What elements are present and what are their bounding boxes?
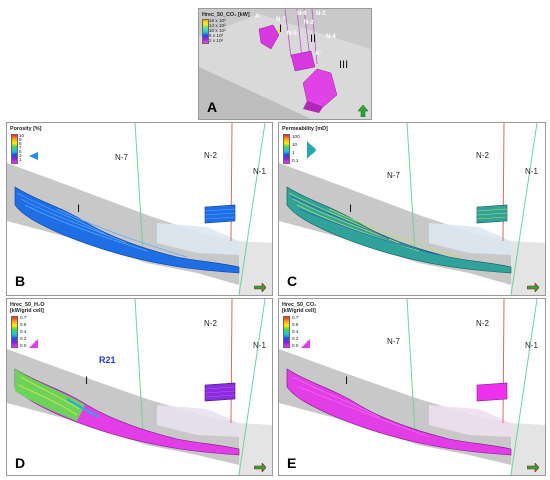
well-label-n2: N-2 xyxy=(476,151,489,160)
panel-c-legend-title: Permeability [mD] xyxy=(282,126,328,132)
compass-icon xyxy=(254,463,266,472)
legend-tick: 5 xyxy=(19,149,22,154)
panel-a-model xyxy=(199,9,371,119)
legend-tick: 0.6 xyxy=(20,322,27,327)
legend-tick: 10 x 10² xyxy=(209,28,226,33)
panel-d-legend-title-line1: Hrec_50_H₂O xyxy=(10,302,45,308)
well-label-n7: N-7 xyxy=(387,337,400,346)
legend-tick: 7 xyxy=(19,145,22,150)
well-label-n2: N-2 xyxy=(476,319,489,328)
histogram-mark xyxy=(301,339,310,348)
compass-icon xyxy=(527,283,539,292)
marker-a-prime: A' xyxy=(315,51,321,57)
legend-tick: 18 x 10² xyxy=(209,18,226,23)
panel-e-label: E xyxy=(287,455,297,471)
well-label-n5: N-5 xyxy=(287,31,297,37)
histogram-mark xyxy=(307,141,316,159)
legend-tick: 0.0 xyxy=(20,343,27,348)
marker-a: A xyxy=(255,14,260,20)
panel-e-model xyxy=(279,299,545,475)
well-label-n2: N-2 xyxy=(204,151,217,160)
well-label-n7: N-7 xyxy=(115,153,128,162)
compass-icon xyxy=(254,283,266,292)
well-label-n1: N-1 xyxy=(525,341,538,350)
region-label-iii: III xyxy=(339,59,349,71)
legend-tick: 8 xyxy=(19,141,22,146)
well-label-n4: N-4 xyxy=(326,34,336,40)
region-label-i: I xyxy=(77,203,81,215)
well-label-n2: N-2 xyxy=(304,20,314,26)
panel-b-colorbar xyxy=(11,134,18,164)
panel-a-colorbar xyxy=(202,19,209,44)
panel-e-colorbar xyxy=(283,316,290,348)
histogram-mark xyxy=(29,152,38,160)
panel-a: Hrec_50_CO₂ [kW] 18 x 10² 14 x 10² 10 x … xyxy=(198,8,372,120)
region-label-i: I xyxy=(279,23,283,35)
legend-tick: 3 xyxy=(19,153,22,158)
panel-d-model xyxy=(7,299,272,475)
panel-b-legend-title: Porosity [%] xyxy=(10,126,42,132)
panel-b: Porosity [%] 10 9 8 7 5 3 1 N-7 N-2 N-1 … xyxy=(6,122,273,296)
panel-c-colorbar xyxy=(283,134,290,164)
well-label-n6: N-6 xyxy=(297,11,307,17)
legend-tick: 0.0 xyxy=(292,343,299,348)
panel-a-label: A xyxy=(207,99,218,115)
legend-tick: 6 x 10² xyxy=(209,33,224,38)
legend-tick: 0.6 xyxy=(292,322,299,327)
region-label-i: I xyxy=(349,203,353,215)
panel-e-legend-title-line1: Hrec_50_CO₂ xyxy=(282,302,317,308)
compass-icon xyxy=(527,463,539,472)
legend-tick: 0.2 xyxy=(20,336,27,341)
compass-icon xyxy=(358,105,368,117)
legend-tick: 1 xyxy=(292,150,295,155)
legend-tick: 10 xyxy=(292,142,298,147)
well-label-n1: N-1 xyxy=(525,167,538,176)
panel-b-label: B xyxy=(15,273,26,289)
legend-tick: 0.4 xyxy=(292,329,299,334)
well-label-n7: N-7 xyxy=(276,17,286,23)
legend-tick: 0.2 xyxy=(292,336,299,341)
panel-c: Permeability [mD] 100 10 1 0.1 N-7 N-2 N… xyxy=(278,122,546,296)
panel-c-model xyxy=(279,123,545,295)
legend-tick: 0.1 xyxy=(292,158,299,163)
legend-tick: 14 x 10² xyxy=(209,23,226,28)
legend-tick: 0.7 xyxy=(20,315,27,320)
well-label-n7: N-7 xyxy=(387,171,400,180)
well-label-n1: N-1 xyxy=(253,341,266,350)
legend-tick: 100 xyxy=(292,134,300,139)
panel-c-label: C xyxy=(287,273,298,289)
panel-d-colorbar xyxy=(11,316,18,348)
region-label-ii: II xyxy=(310,33,317,45)
panel-d-label: D xyxy=(15,455,26,471)
panel-d: Hrec_50_H₂O [kW/grid cell] 0.7 0.6 0.4 0… xyxy=(6,298,273,476)
legend-tick: 1 xyxy=(19,157,22,162)
r21-annotation: R21 xyxy=(99,355,116,365)
well-label-n1: N-1 xyxy=(253,167,266,176)
region-label-i: I xyxy=(85,375,89,387)
legend-tick: 0.4 xyxy=(20,329,27,334)
well-label-n2: N-2 xyxy=(204,319,217,328)
legend-tick: 10 xyxy=(19,133,25,138)
panel-b-model xyxy=(7,123,272,295)
well-label-n1: N-1 xyxy=(316,11,326,17)
panel-e: Hrec_50_CO₂ [kW/grid cell] 0.7 0.6 0.4 0… xyxy=(278,298,546,476)
legend-tick: 2 x 10² xyxy=(209,38,224,43)
panel-d-legend-title-line2: [kW/grid cell] xyxy=(10,308,44,314)
panel-a-legend-title: Hrec_50_CO₂ [kW] xyxy=(202,12,250,18)
region-label-i: I xyxy=(345,375,349,387)
legend-tick: 0.7 xyxy=(292,315,299,320)
histogram-mark xyxy=(29,339,38,348)
panel-e-legend-title-line2: [kW/grid cell] xyxy=(282,308,316,314)
legend-tick: 9 xyxy=(19,137,22,142)
